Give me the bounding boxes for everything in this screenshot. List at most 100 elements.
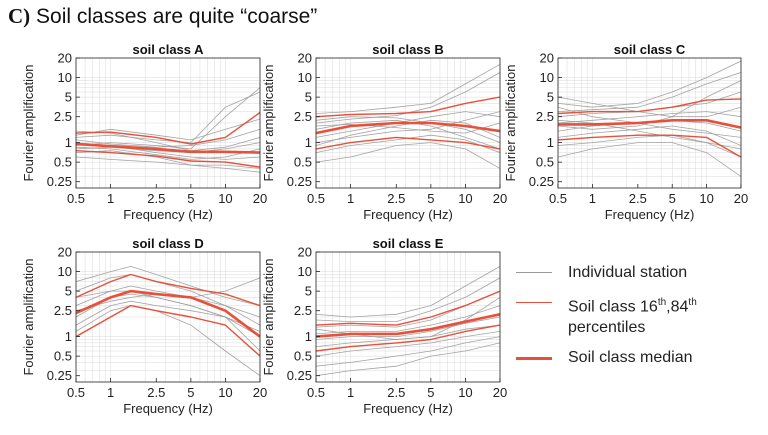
legend-item-individual: Individual station	[516, 262, 697, 283]
soil-class-c-median-line	[558, 119, 741, 129]
soil-class-a-y-tick-label: 1	[65, 135, 72, 150]
legend-swatch-median	[516, 357, 552, 361]
soil-class-a-x-tick-label: 10	[218, 191, 232, 206]
soil-class-a-frame	[75, 57, 261, 189]
legend-percentile-sup2: th	[688, 297, 697, 308]
soil-class-e-y-tick-label: 0.5	[294, 349, 312, 364]
soil-class-c-station-line	[558, 96, 741, 118]
figure-heading: Soil classes are quite “coarse”	[36, 5, 318, 28]
soil-class-c-y-axis-label: Fourier amplification	[503, 64, 518, 181]
soil-class-e-y-tick-label: 10	[298, 264, 312, 279]
soil-class-d-x-tick-label: 0.5	[67, 385, 85, 400]
soil-class-b-series	[316, 63, 500, 169]
soil-class-c-x-tick-label: 20	[734, 191, 748, 206]
figure-title: C) Soil classes are quite “coarse”	[8, 4, 317, 29]
soil-class-b-p16-line	[316, 136, 500, 150]
soil-class-c-frame	[557, 57, 742, 189]
soil-class-b-station-line	[316, 134, 500, 153]
soil-class-b-title: soil class B	[372, 42, 444, 57]
soil-class-a-y-tick-label: 0.5	[54, 155, 72, 170]
soil-class-a-x-tick-label: 20	[253, 191, 267, 206]
soil-class-b-x-tick-label: 2.5	[387, 191, 405, 206]
soil-class-c-station-line	[558, 106, 741, 138]
soil-class-e-station-line	[316, 277, 500, 323]
soil-class-c-y-tick-label: 1	[547, 135, 554, 150]
soil-class-d-y-tick-label: 1	[65, 329, 72, 344]
soil-class-e-x-tick-label: 2.5	[387, 385, 405, 400]
legend-item-percentiles: Soil class 16th,84th percentiles	[516, 292, 697, 338]
soil-class-b-station-line	[316, 111, 500, 143]
legend-label-median: Soil class median	[568, 349, 693, 367]
soil-class-e-median-line	[316, 313, 500, 338]
soil-class-b-x-tick-label: 1	[347, 191, 354, 206]
soil-class-d-title: soil class D	[132, 236, 204, 251]
soil-class-c-x-axis-label: Frequency (Hz)	[605, 207, 695, 222]
soil-class-d-x-tick-label: 5	[187, 385, 194, 400]
soil-class-c-p16-line	[558, 134, 741, 158]
soil-class-e-x-tick-label: 10	[458, 385, 472, 400]
soil-class-a-x-tick-label: 2.5	[147, 191, 165, 206]
soil-class-e-x-axis-label: Frequency (Hz)	[363, 401, 453, 416]
soil-class-d-y-tick-label: 0.25	[47, 368, 72, 383]
soil-class-a-y-tick-label: 10	[58, 70, 72, 85]
soil-class-a-station-line	[76, 150, 260, 169]
soil-class-d-y-tick-label: 20	[58, 245, 72, 260]
soil-class-e-p16-line	[316, 324, 500, 352]
soil-class-b-x-tick-label: 5	[427, 191, 434, 206]
soil-class-c-title: soil class C	[614, 42, 686, 57]
legend-swatch-percentiles	[516, 302, 552, 303]
legend: Individual station Soil class 16th,84th …	[516, 262, 697, 377]
soil-class-c-station-line	[558, 119, 741, 150]
soil-class-e-y-tick-label: 0.25	[287, 368, 312, 383]
soil-class-c-y-tick-label: 20	[540, 51, 554, 66]
soil-class-d-p16-line	[76, 304, 260, 357]
legend-label-percentiles: Soil class 16th,84th percentiles	[568, 292, 697, 338]
soil-class-c-station-line	[558, 72, 741, 112]
soil-class-b-station-line	[316, 111, 500, 138]
soil-class-a-title: soil class A	[132, 42, 204, 57]
soil-class-b-station-line	[316, 72, 500, 124]
legend-swatch-individual	[516, 272, 552, 273]
legend-label-individual: Individual station	[568, 264, 688, 281]
soil-class-e-panel: 0.5 1 2.5 5 10 20 0.25 0.5 1 2.5 5 10 20 soil class E…	[261, 236, 507, 416]
soil-class-e-frame	[315, 251, 501, 383]
legend-percentile-mid: ,84	[666, 298, 689, 316]
soil-class-b-station-line	[316, 122, 500, 134]
soil-class-e-x-tick-label: 20	[493, 385, 507, 400]
soil-class-e-station-line	[316, 331, 500, 357]
soil-class-b-y-tick-label: 5	[305, 90, 312, 105]
soil-class-e-y-tick-label: 20	[298, 245, 312, 260]
soil-class-b-y-tick-label: 2.5	[294, 109, 312, 124]
soil-class-a-x-tick-label: 1	[107, 191, 114, 206]
soil-class-c-grid	[558, 58, 741, 188]
soil-class-d-grid	[76, 252, 260, 382]
soil-class-b-x-tick-label: 10	[458, 191, 472, 206]
soil-class-c-y-tick-label: 0.25	[529, 174, 554, 189]
soil-class-d-frame	[75, 251, 261, 383]
legend-item-median: Soil class median	[516, 347, 697, 368]
soil-class-d-median-line	[76, 289, 260, 338]
soil-class-e-y-tick-label: 1	[305, 329, 312, 344]
soil-class-d-station-line	[76, 265, 260, 306]
soil-class-c-y-tick-label: 0.5	[536, 155, 554, 170]
soil-class-d-p84-line	[76, 273, 260, 307]
soil-class-a-station-line	[76, 118, 260, 141]
soil-class-c-y-tick-label: 10	[540, 70, 554, 85]
soil-class-e-y-axis-label: Fourier amplification	[261, 258, 276, 375]
soil-class-c-y-tick-label: 5	[547, 90, 554, 105]
soil-class-c-station-line	[558, 134, 741, 158]
soil-class-a-median-line	[76, 142, 260, 154]
soil-class-b-station-line	[316, 63, 500, 114]
soil-class-c-x-tick-label: 0.5	[549, 191, 567, 206]
soil-class-a-panel: 0.5 1 2.5 5 10 20 0.25 0.5 1 2.5 5 10 20 soil class A…	[21, 42, 267, 222]
soil-class-a-x-axis-label: Frequency (Hz)	[123, 207, 213, 222]
soil-class-d-y-tick-label: 2.5	[54, 303, 72, 318]
soil-class-b-x-tick-label: 20	[493, 191, 507, 206]
soil-class-b-x-tick-label: 0.5	[307, 191, 325, 206]
soil-class-d-y-tick-label: 5	[65, 284, 72, 299]
soil-class-d-y-axis-label: Fourier amplification	[21, 258, 36, 375]
soil-class-b-y-tick-label: 20	[298, 51, 312, 66]
soil-class-d-x-tick-label: 1	[107, 385, 114, 400]
soil-class-e-title: soil class E	[373, 236, 444, 251]
soil-class-b-frame	[315, 57, 501, 189]
